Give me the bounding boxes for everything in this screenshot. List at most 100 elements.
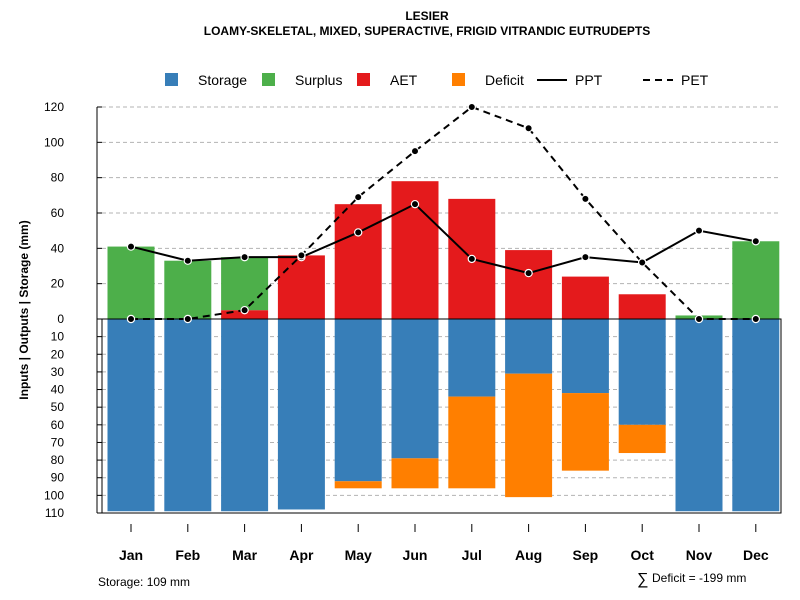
y-tick-label: 40: [51, 241, 65, 255]
y-tick-label: 10: [51, 330, 65, 344]
bar-deficit: [334, 481, 382, 489]
legend-label-ppt: PPT: [575, 72, 603, 88]
legend-swatch-deficit: [452, 73, 465, 86]
bar-aet: [561, 276, 609, 319]
y-tick-label: 50: [51, 400, 65, 414]
bar-storage: [618, 319, 666, 425]
x-tick-label: May: [345, 547, 372, 563]
y-tick-label: 100: [44, 135, 64, 149]
point-pet: [638, 258, 647, 267]
point-pet: [524, 123, 533, 133]
x-tick-label: Feb: [175, 547, 200, 563]
legend-swatch-storage: [165, 73, 178, 86]
point-pet: [126, 314, 136, 324]
point-ppt: [183, 256, 192, 265]
bar-surplus: [732, 241, 780, 319]
y-tick-label: 60: [51, 418, 65, 432]
y-tick-label: 80: [51, 453, 65, 467]
x-tick-label: Jan: [119, 547, 143, 563]
x-tick-label: Aug: [515, 547, 542, 563]
bar-storage: [675, 319, 723, 512]
bar-aet: [618, 294, 666, 319]
y-tick-label: 120: [44, 100, 64, 114]
x-tick-label: Oct: [631, 547, 655, 563]
y-tick-label: 30: [51, 365, 65, 379]
point-pet: [240, 305, 249, 315]
y-tick-label: 60: [51, 206, 65, 220]
x-tick-label: Dec: [743, 547, 769, 563]
point-pet: [354, 192, 363, 202]
legend-label-deficit: Deficit: [485, 72, 524, 88]
point-ppt: [581, 252, 590, 262]
bar-storage: [334, 319, 382, 482]
legend-label-pet: PET: [681, 72, 709, 88]
point-ppt: [467, 254, 476, 264]
y-tick-label: 0: [57, 312, 64, 326]
bar-storage: [732, 319, 780, 512]
point-ppt: [524, 268, 533, 278]
sum-icon: ∑: [637, 571, 648, 588]
point-ppt: [126, 242, 136, 251]
bar-surplus: [107, 246, 155, 319]
bar-storage: [391, 319, 439, 459]
point-ppt: [410, 199, 420, 209]
chart-subtitle: LOAMY-SKELETAL, MIXED, SUPERACTIVE, FRIG…: [204, 24, 650, 38]
point-pet: [183, 314, 192, 324]
point-pet: [467, 102, 476, 112]
legend: Storage Surplus AET Deficit PPT PET: [165, 72, 709, 88]
point-pet: [751, 314, 761, 324]
y-tick-label: 70: [51, 435, 65, 449]
bar-deficit: [448, 396, 496, 489]
bars: [107, 181, 780, 512]
bar-deficit: [505, 373, 553, 498]
y-tick-label: 110: [45, 506, 64, 520]
bar-storage: [107, 319, 155, 512]
bar-deficit: [561, 393, 609, 471]
y-tick-label: 20: [51, 277, 65, 291]
bar-deficit: [391, 458, 439, 489]
lower-frame: [101, 318, 782, 514]
bar-aet: [334, 204, 382, 319]
axes: [96, 106, 782, 532]
point-pet: [694, 314, 704, 324]
point-pet: [410, 146, 420, 156]
x-tick-label: Nov: [686, 547, 713, 563]
bar-aet: [277, 255, 325, 319]
y-tick-label: 20: [51, 347, 65, 361]
y-tick-label: 40: [51, 383, 65, 397]
bar-deficit: [618, 424, 666, 454]
x-tick-label: Mar: [232, 547, 257, 563]
bar-storage: [277, 319, 325, 510]
y-tick-label: 100: [44, 488, 64, 502]
tick-labels: 0 20 40 60 80 100 120 10 20 30 40 50 60 70 80 90 100 110 J…: [44, 100, 769, 563]
storage-note: Storage: 109 mm: [98, 575, 190, 589]
legend-label-storage: Storage: [198, 72, 247, 88]
point-pet: [581, 194, 590, 204]
x-tick-label: Apr: [289, 547, 314, 563]
x-tick-label: Jul: [462, 547, 482, 563]
y-tick-label: 80: [51, 171, 65, 185]
bar-storage: [221, 319, 269, 512]
bar-surplus: [164, 260, 212, 319]
bar-aet: [221, 310, 269, 319]
y-axis-label: Inputs | Outputs | Storage (mm): [17, 220, 31, 399]
bar-aet: [505, 250, 553, 319]
x-tick-label: Jun: [403, 547, 428, 563]
bar-surplus: [221, 257, 269, 311]
legend-label-aet: AET: [390, 72, 418, 88]
bar-storage: [561, 319, 609, 394]
y-tick-label: 90: [51, 471, 65, 485]
deficit-note: Deficit = -199 mm: [652, 571, 746, 585]
point-ppt: [240, 252, 249, 262]
series-lines: [126, 102, 761, 324]
point-pet: [297, 251, 306, 260]
x-tick-label: Sep: [573, 547, 599, 563]
bar-storage: [164, 319, 212, 512]
point-ppt: [694, 226, 704, 235]
chart-title: LESIER: [405, 9, 449, 23]
point-ppt: [354, 228, 363, 237]
bar-storage: [448, 319, 496, 397]
legend-label-surplus: Surplus: [295, 72, 342, 88]
line-ppt: [130, 202, 756, 275]
